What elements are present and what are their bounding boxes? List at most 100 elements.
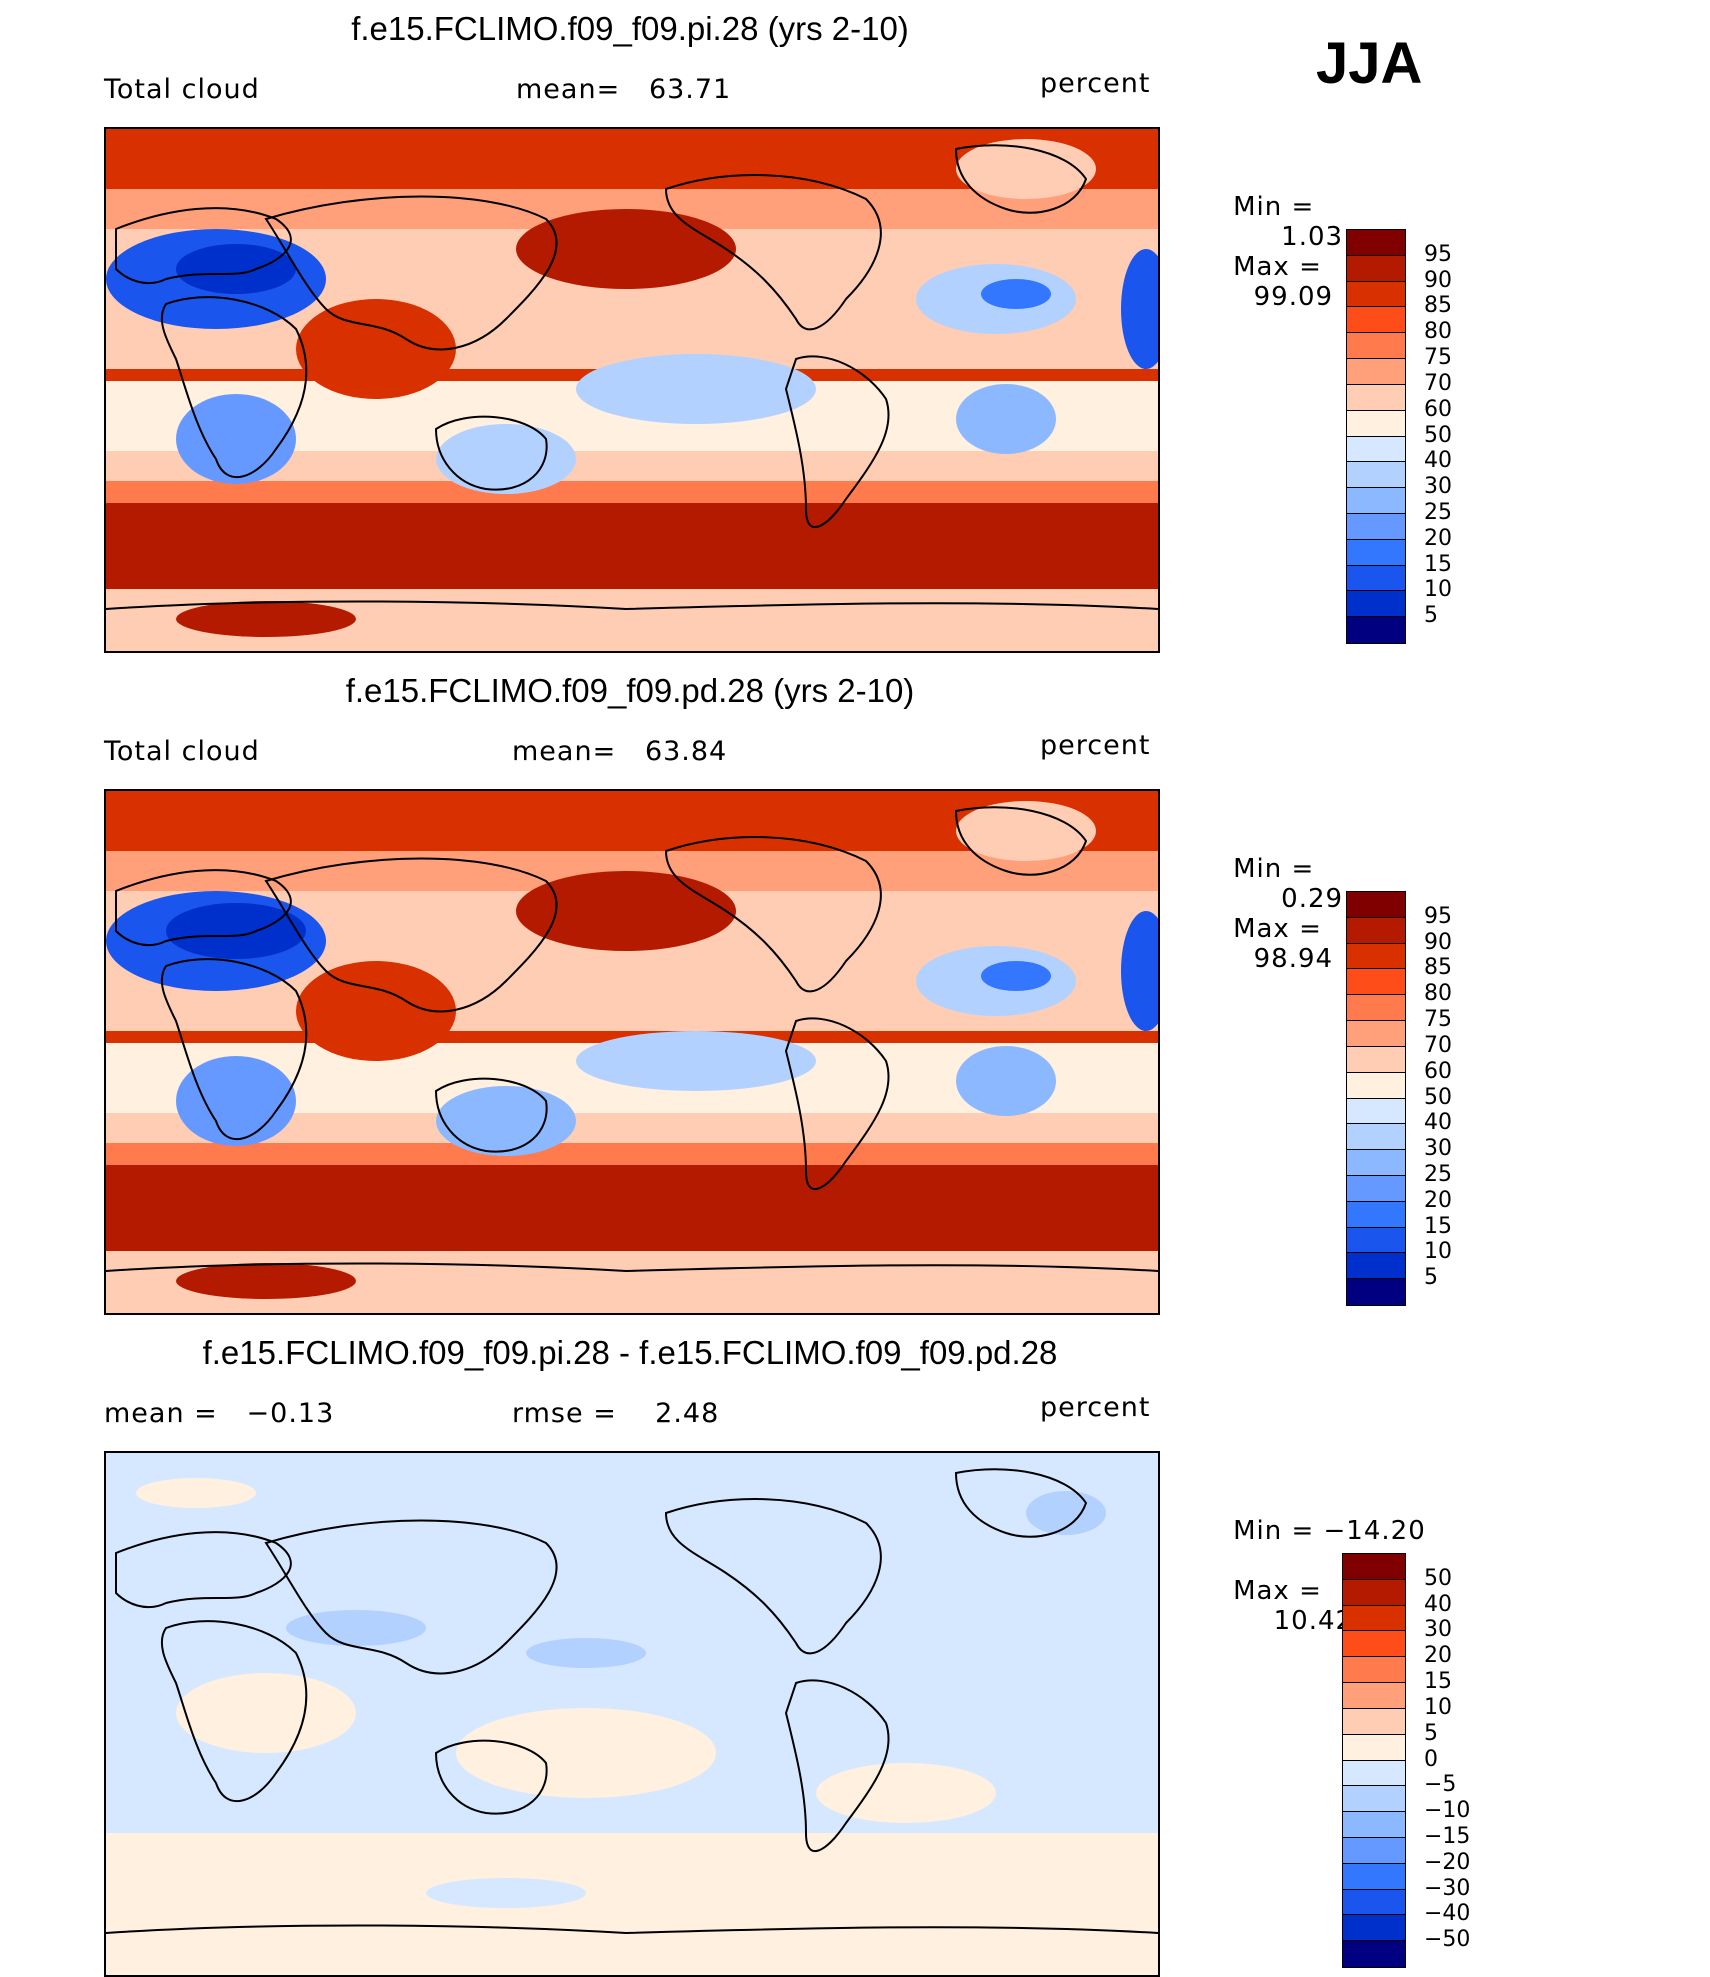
- southern-ocean-band: [106, 503, 1158, 589]
- colorbar-swatch: [1347, 1150, 1405, 1176]
- colorbar-level-label: 75: [1424, 345, 1452, 371]
- colorbar-swatch: [1347, 230, 1405, 256]
- north-atlantic-core: [981, 279, 1051, 309]
- colorbar-level-label: 10: [1424, 577, 1452, 603]
- colorbar-swatch: [1343, 1605, 1405, 1632]
- sahara-core: [176, 244, 296, 294]
- panel-3-map: [104, 1451, 1160, 1977]
- season-label: JJA: [1316, 31, 1423, 96]
- greenland-region: [956, 801, 1096, 861]
- colorbar-swatch: [1347, 333, 1405, 360]
- colorbar-swatch: [1347, 488, 1405, 514]
- colorbar-level-label: 20: [1424, 1187, 1452, 1213]
- antarctic-cloud-patch: [176, 1263, 356, 1299]
- atlantic-positive: [816, 1763, 996, 1823]
- north-pacific-negative: [526, 1638, 646, 1668]
- colorbar-swatch: [1343, 1683, 1405, 1709]
- panel-3-colorbar: [1342, 1553, 1406, 1968]
- panel-3-title: f.e15.FCLIMO.f09_f09.pi.28 - f.e15.FCLIM…: [202, 1334, 1058, 1371]
- panel-1-map-svg: [106, 129, 1158, 651]
- panel-2-min-label: Min =: [1233, 854, 1315, 884]
- colorbar-level-label: 60: [1424, 396, 1452, 422]
- north-pacific-cloud: [516, 871, 736, 951]
- panel-1-colorbar: [1346, 229, 1406, 644]
- colorbar-level-label: 0: [1424, 1746, 1438, 1772]
- colorbar-swatch: [1343, 1915, 1405, 1942]
- colorbar-level-label: 90: [1424, 267, 1452, 293]
- colorbar-level-label: 95: [1424, 903, 1452, 929]
- colorbar-swatch: [1343, 1837, 1405, 1864]
- colorbar-swatch: [1347, 513, 1405, 540]
- colorbar-swatch: [1347, 995, 1405, 1022]
- north-atlantic-core: [981, 961, 1051, 991]
- colorbar-swatch: [1347, 359, 1405, 385]
- colorbar-swatch: [1347, 892, 1405, 918]
- antarctic-cloud-patch: [176, 601, 356, 637]
- pacific-positive: [456, 1708, 716, 1798]
- colorbar-swatch: [1347, 917, 1405, 944]
- colorbar-swatch: [1343, 1889, 1405, 1916]
- asia-negative: [286, 1610, 426, 1646]
- colorbar-swatch: [1343, 1657, 1405, 1684]
- colorbar-swatch: [1347, 943, 1405, 970]
- colorbar-swatch: [1347, 281, 1405, 308]
- panel-1-units-label: percent: [1040, 68, 1151, 99]
- panel-1-minmax: Min = 1.03 Max = 99.09: [1196, 162, 1343, 342]
- monsoon-cloud-region: [296, 961, 456, 1061]
- panel-3-mean-label: mean = −0.13: [104, 1398, 335, 1429]
- east-atlantic-clear: [1121, 249, 1158, 369]
- panel-2-coastlines: [106, 806, 1158, 1273]
- colorbar-level-label: 30: [1424, 474, 1452, 500]
- colorbar-swatch: [1347, 565, 1405, 592]
- colorbar-swatch: [1347, 1175, 1405, 1202]
- panel-1-max-value: 99.09: [1253, 282, 1334, 312]
- colorbar-swatch: [1347, 384, 1405, 411]
- colorbar-level-label: 40: [1424, 1110, 1452, 1136]
- colorbar-level-label: 15: [1424, 1669, 1452, 1695]
- colorbar-level-label: 5: [1424, 1720, 1438, 1746]
- panel-2-max-value: 98.94: [1253, 944, 1334, 974]
- south-midlat-edge: [106, 1143, 1158, 1165]
- colorbar-swatch: [1343, 1760, 1405, 1787]
- colorbar-level-label: 10: [1424, 1694, 1452, 1720]
- colorbar-level-label: −20: [1424, 1849, 1471, 1875]
- north-pacific-cloud: [516, 209, 736, 289]
- southern-positive-band: [106, 1833, 1158, 1975]
- colorbar-swatch: [1343, 1554, 1405, 1580]
- panel-2-colorbar: [1346, 891, 1406, 1306]
- panel-2-map-svg: [106, 791, 1158, 1313]
- colorbar-level-label: −5: [1424, 1772, 1457, 1798]
- colorbar-swatch: [1347, 1021, 1405, 1047]
- panel-2-minmax: Min = 0.29 Max = 98.94: [1196, 824, 1343, 1004]
- colorbar-level-label: −10: [1424, 1798, 1471, 1824]
- panel-3-max-label: Max =: [1233, 1576, 1322, 1606]
- colorbar-swatch: [1347, 307, 1405, 334]
- colorbar-level-label: 70: [1424, 1032, 1452, 1058]
- colorbar-level-label: 5: [1424, 603, 1438, 629]
- colorbar-swatch: [1347, 1201, 1405, 1228]
- colorbar-level-label: 10: [1424, 1239, 1452, 1265]
- colorbar-swatch: [1347, 1279, 1405, 1305]
- panel-3-minmax: Min = −14.20 Max = 10.42: [1196, 1486, 1426, 1666]
- panel-2-map: [104, 789, 1160, 1315]
- colorbar-swatch: [1347, 1046, 1405, 1073]
- panel-3-min-label: Min = −14.20: [1233, 1516, 1426, 1546]
- colorbar-swatch: [1343, 1812, 1405, 1838]
- arctic-positive: [136, 1478, 256, 1508]
- south-midlat-edge: [106, 481, 1158, 503]
- colorbar-level-label: 25: [1424, 499, 1452, 525]
- panel-1-min-value: 1.03: [1281, 222, 1344, 252]
- colorbar-level-label: 25: [1424, 1161, 1452, 1187]
- brazil-clear: [956, 384, 1056, 454]
- panel-1-min-label: Min =: [1233, 192, 1315, 222]
- colorbar-level-label: 20: [1424, 525, 1452, 551]
- colorbar-level-label: 30: [1424, 1617, 1452, 1643]
- south-pacific-clear: [576, 1031, 816, 1091]
- colorbar-swatch: [1347, 436, 1405, 463]
- colorbar-swatch: [1343, 1786, 1405, 1813]
- colorbar-level-label: 80: [1424, 319, 1452, 345]
- colorbar-level-label: 50: [1424, 1565, 1452, 1591]
- colorbar-swatch: [1347, 539, 1405, 566]
- colorbar-level-label: 20: [1424, 1643, 1452, 1669]
- colorbar-level-label: −50: [1424, 1927, 1471, 1953]
